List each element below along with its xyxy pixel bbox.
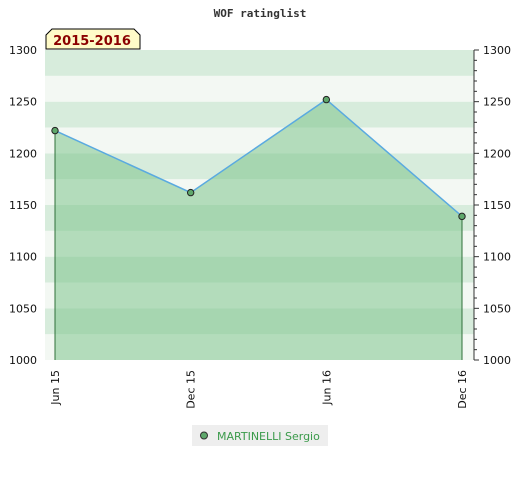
data-points [51, 95, 466, 221]
x-tick-label: Jun 15 [49, 370, 62, 406]
background-band [45, 101, 474, 128]
rating-area-fill [55, 99, 462, 360]
y-axis-right-labels: 1000 1050 1100 1150 1200 1250 1300 [483, 44, 511, 367]
x-tick-label: Jun 16 [320, 370, 333, 406]
y-tick-label-left: 1050 [9, 302, 37, 315]
legend-series-label[interactable]: MARTINELLI Sergio [217, 430, 320, 443]
axes [473, 49, 479, 361]
y-tick-label-left: 1000 [9, 354, 37, 367]
period-label: 2015-2016 [53, 34, 131, 49]
x-axis-labels: Jun 15 Dec 15 Jun 16 Dec 16 [49, 370, 469, 409]
rating-line [54, 98, 463, 217]
data-point-dec-15[interactable] [186, 188, 195, 197]
data-point-dec-16[interactable] [458, 212, 466, 221]
legend-box [192, 425, 328, 446]
y-tick-label-right: 1250 [483, 96, 511, 109]
x-tick-label: Dec 15 [185, 370, 198, 409]
y-tick-label-left: 1250 [9, 96, 37, 109]
chart-title: WOF ratinglist [214, 7, 307, 20]
data-point-jun-16[interactable] [322, 95, 331, 104]
y-tick-label-right: 1050 [483, 302, 511, 315]
y-tick-label-left: 1150 [9, 199, 37, 212]
legend[interactable]: MARTINELLI Sergio [192, 425, 328, 446]
y-tick-label-right: 1000 [483, 354, 511, 367]
data-point-jun-15[interactable] [51, 126, 59, 135]
legend-series-marker [200, 431, 208, 440]
value-drop-lines [54, 130, 463, 360]
y-tick-label-right: 1200 [483, 147, 511, 160]
y-tick-label-right: 1150 [483, 199, 511, 212]
background-band [45, 50, 474, 76]
y-tick-label-right: 1100 [483, 251, 511, 264]
y-tick-label-left: 1200 [9, 147, 37, 160]
y-axis-left-labels: 1000 1050 1100 1150 1200 1250 1300 [9, 44, 37, 367]
x-tick-label: Dec 16 [456, 370, 469, 409]
y-tick-label-right: 1300 [483, 44, 511, 57]
background-band [45, 75, 474, 102]
period-badge-box [45, 28, 141, 50]
y-tick-label-left: 1100 [9, 251, 37, 264]
period-badge: 2015-2016 [45, 28, 141, 50]
y-tick-label-left: 1300 [9, 44, 37, 57]
